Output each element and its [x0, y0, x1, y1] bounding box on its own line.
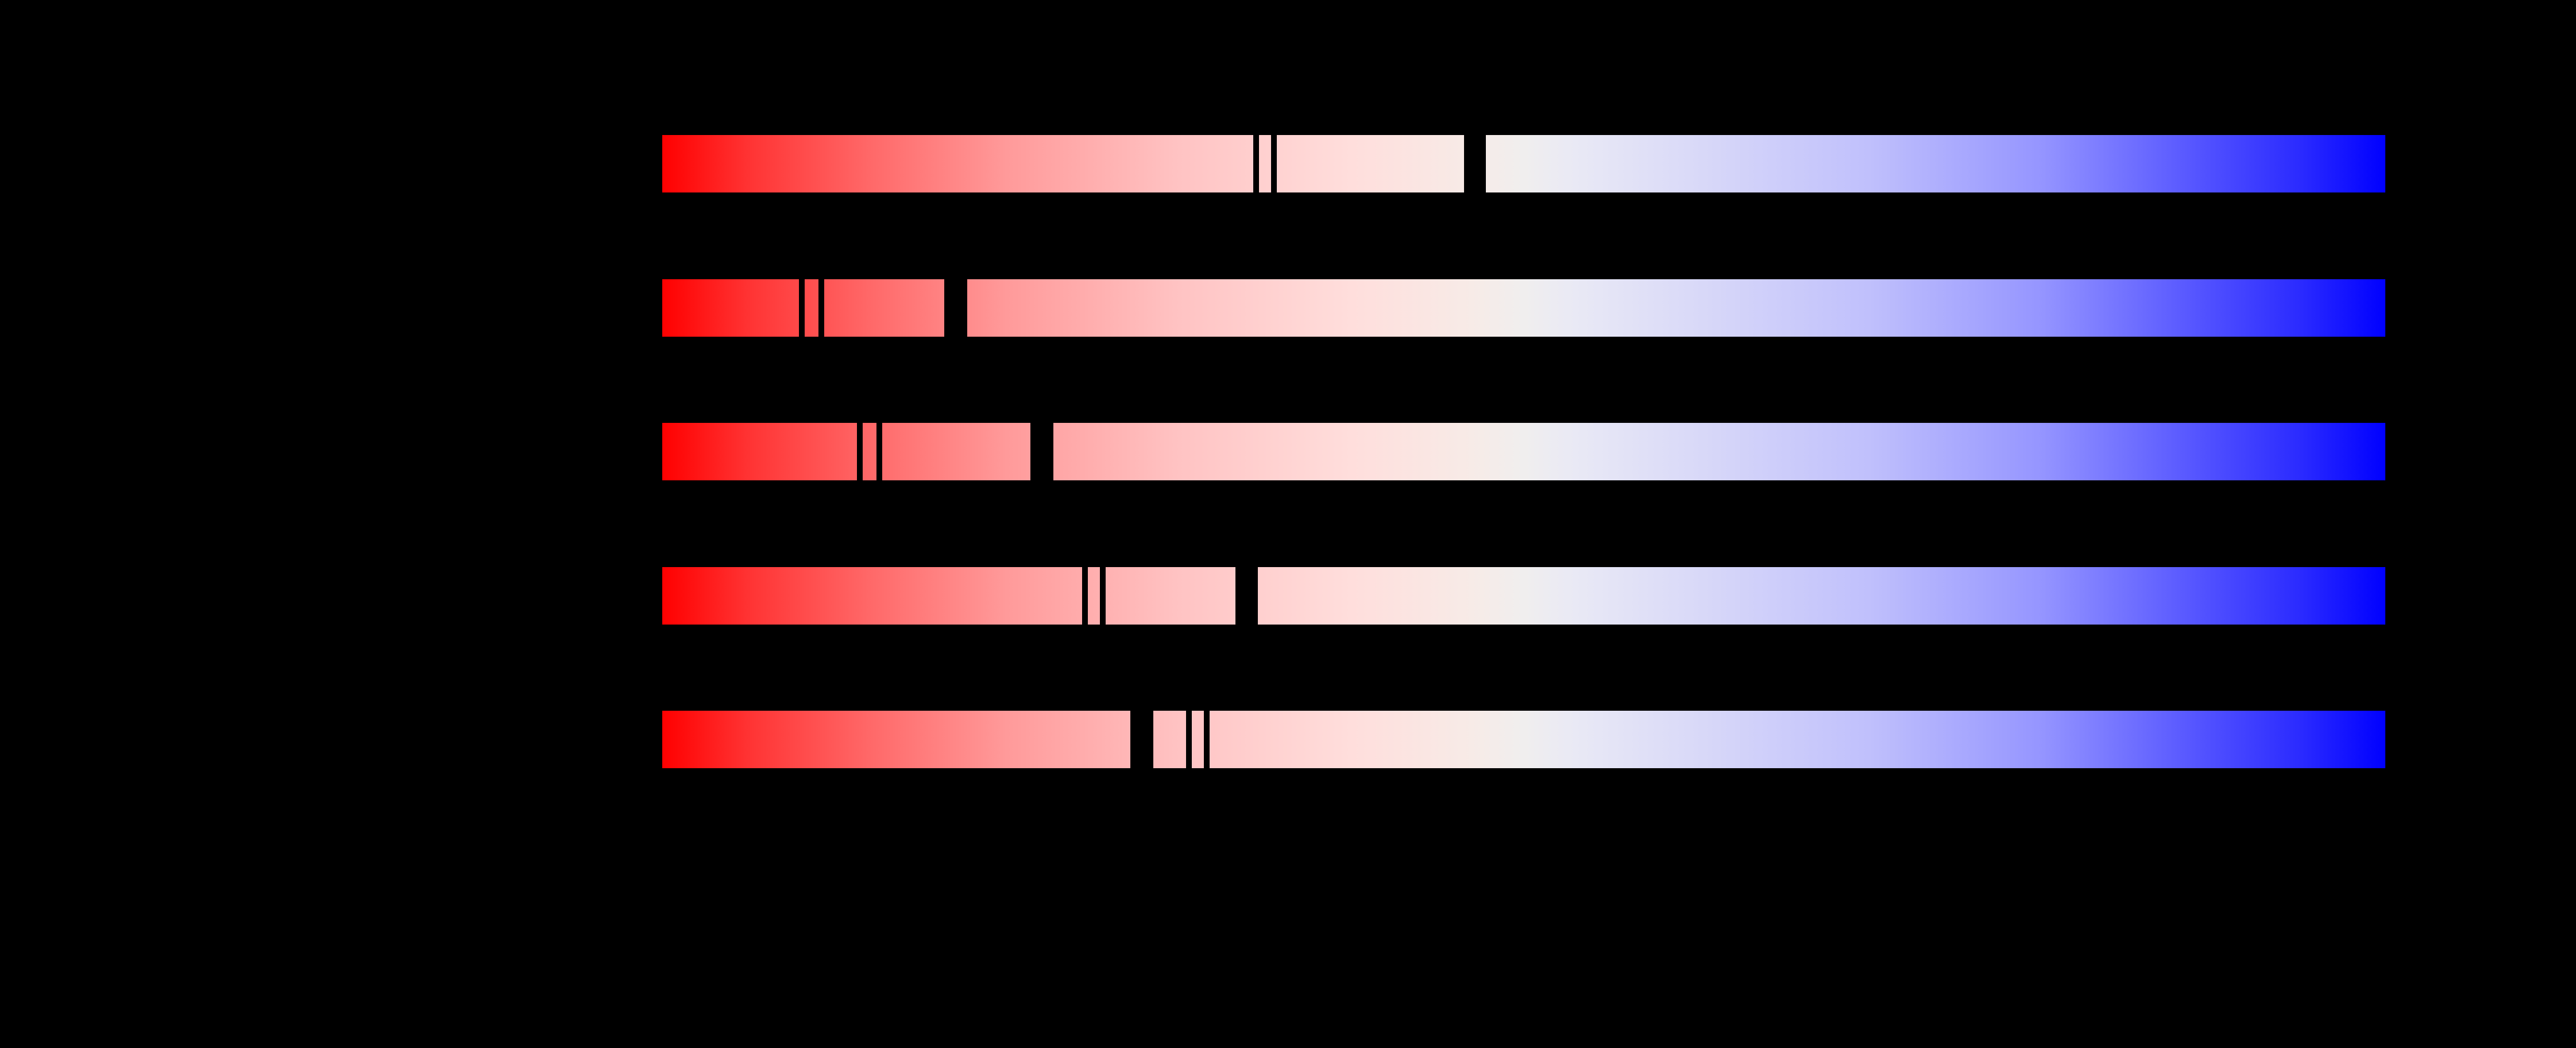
gradient-bar-row-3 [662, 423, 2385, 480]
tick-marker [1204, 711, 1210, 768]
tick-marker [1186, 711, 1192, 768]
gradient-bar-row-1 [662, 135, 2385, 192]
gap-marker [944, 279, 967, 337]
gap-marker [1130, 711, 1153, 768]
tick-marker [1082, 567, 1088, 625]
tick-marker [876, 423, 882, 480]
tick-marker [1100, 567, 1106, 625]
gap-marker [1030, 423, 1053, 480]
gradient-bar-row-4 [662, 567, 2385, 625]
tick-marker [857, 423, 863, 480]
gradient-bar-row-5 [662, 711, 2385, 768]
tick-marker [799, 279, 805, 337]
tick-marker [1253, 135, 1259, 192]
gap-marker [1235, 567, 1258, 625]
tick-marker [1271, 135, 1277, 192]
gap-marker [1464, 135, 1486, 192]
tick-marker [818, 279, 824, 337]
gradient-bar-row-2 [662, 279, 2385, 337]
